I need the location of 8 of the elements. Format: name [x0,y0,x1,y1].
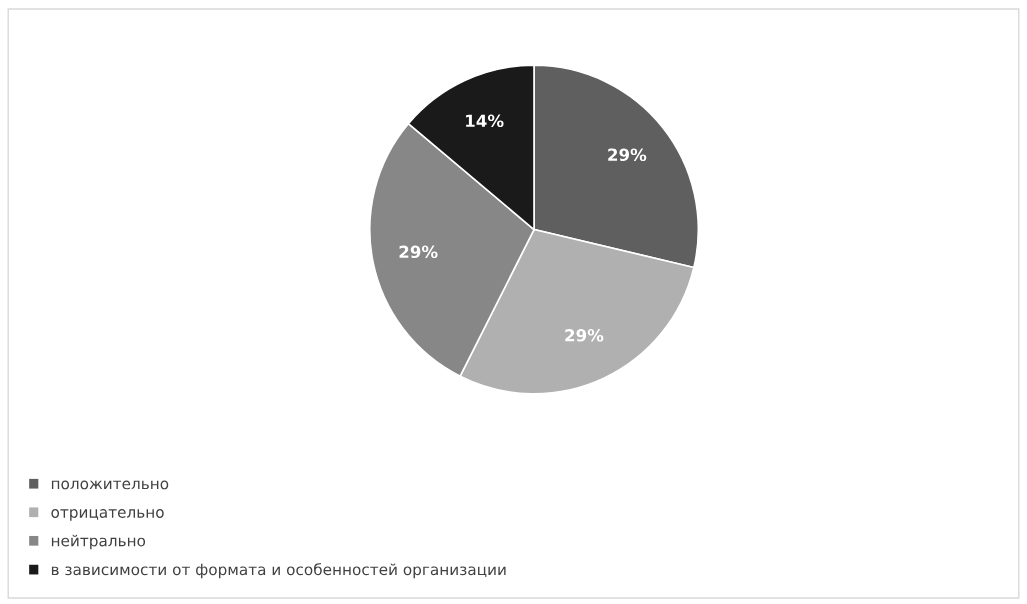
data-label: 14% [466,114,504,128]
data-label: 29% [565,329,604,342]
legend-label: нейтрально [51,534,146,550]
legend-label: отрицательно [51,509,164,521]
data-label: 29% [399,245,438,259]
legend-label: в зависимости от формата и особенностей организации [51,563,506,579]
data-label: 29% [608,148,647,162]
legend-label: положительно [51,480,169,490]
